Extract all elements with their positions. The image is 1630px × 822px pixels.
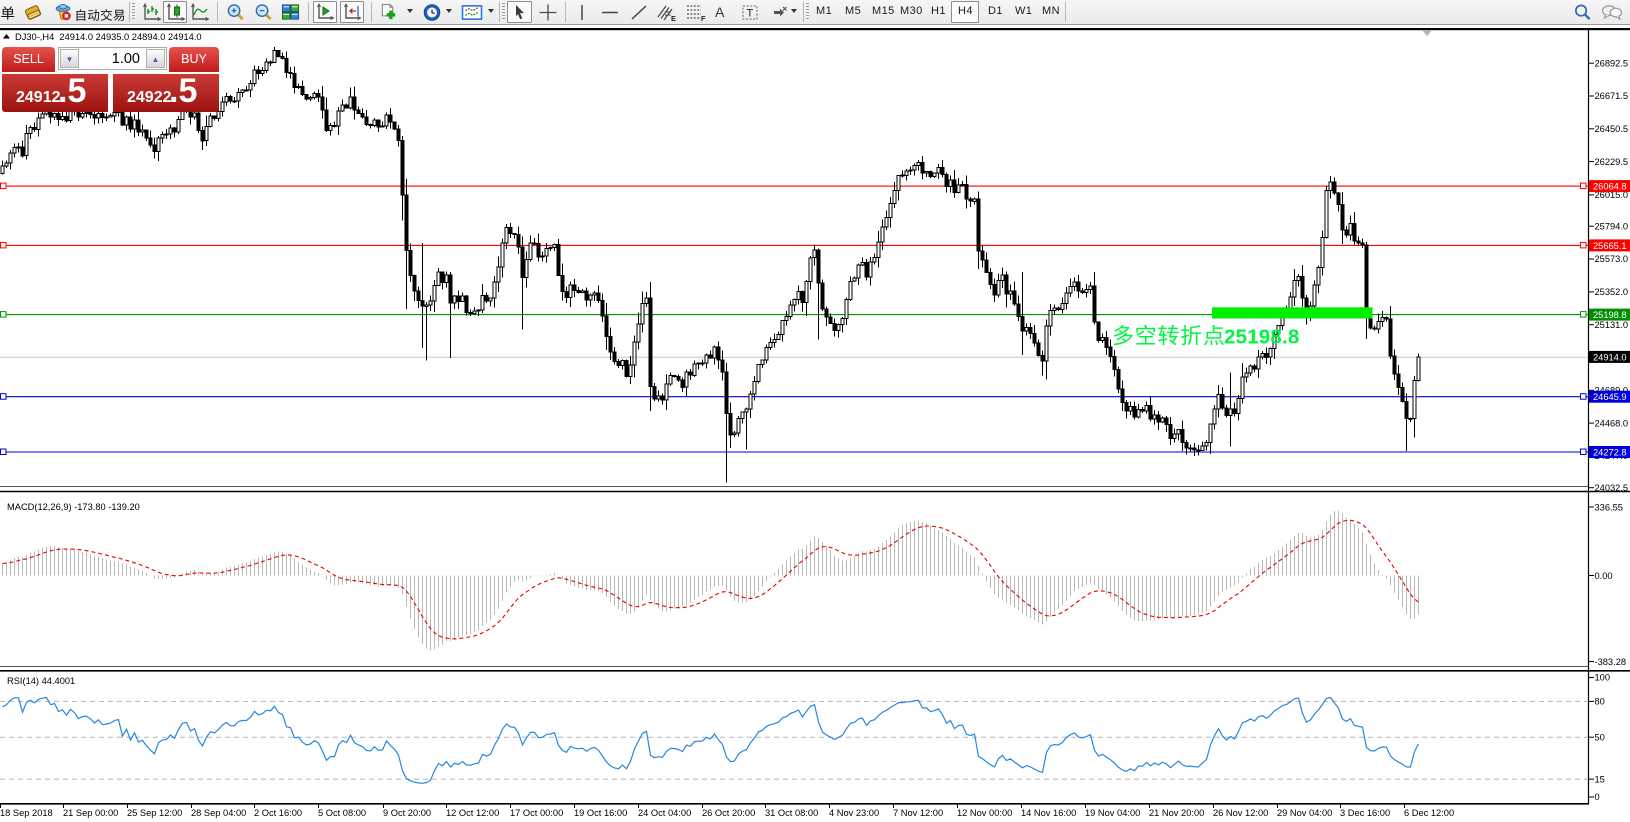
svg-text:F: F <box>701 14 706 22</box>
svg-text:25352.0: 25352.0 <box>1595 287 1629 297</box>
svg-text:4 Nov 23:00: 4 Nov 23:00 <box>829 808 879 818</box>
svg-text:19 Oct 16:00: 19 Oct 16:00 <box>574 808 627 818</box>
svg-text:25 Sep 12:00: 25 Sep 12:00 <box>127 808 182 818</box>
svg-text:DJ30-,H4 24914.0 24935.0 2489: DJ30-,H4 24914.0 24935.0 24894.0 24914.0 <box>15 32 202 42</box>
svg-text:24272.8: 24272.8 <box>1593 447 1627 457</box>
svg-text:17 Oct 00:00: 17 Oct 00:00 <box>510 808 563 818</box>
svg-text:26892.5: 26892.5 <box>1595 58 1629 68</box>
svg-text:MACD(12,26,9) -173.80 -139.20: MACD(12,26,9) -173.80 -139.20 <box>7 502 140 512</box>
svg-text:26450.5: 26450.5 <box>1595 124 1629 134</box>
svg-text:T: T <box>747 8 754 20</box>
svg-text:25573.0: 25573.0 <box>1595 254 1629 264</box>
svg-text:12 Oct 12:00: 12 Oct 12:00 <box>446 808 499 818</box>
svg-text:26229.5: 26229.5 <box>1595 157 1629 167</box>
svg-text:31 Oct 08:00: 31 Oct 08:00 <box>765 808 818 818</box>
svg-text:26671.5: 26671.5 <box>1595 91 1629 101</box>
svg-text:26015.0: 26015.0 <box>1595 190 1629 200</box>
svg-text:26 Oct 20:00: 26 Oct 20:00 <box>702 808 755 818</box>
svg-text:14 Nov 16:00: 14 Nov 16:00 <box>1021 808 1076 818</box>
svg-text:19 Nov 04:00: 19 Nov 04:00 <box>1085 808 1140 818</box>
svg-text:7 Nov 12:00: 7 Nov 12:00 <box>893 808 943 818</box>
svg-text:-383.28: -383.28 <box>1595 657 1627 667</box>
svg-text:26064.8: 26064.8 <box>1593 182 1627 192</box>
svg-text:24468.0: 24468.0 <box>1595 418 1629 428</box>
svg-text:25794.0: 25794.0 <box>1595 221 1629 231</box>
svg-text:6 Dec 12:00: 6 Dec 12:00 <box>1404 808 1454 818</box>
svg-text:29 Nov 04:00: 29 Nov 04:00 <box>1277 808 1332 818</box>
svg-text:15: 15 <box>1595 774 1605 784</box>
svg-text:9 Oct 20:00: 9 Oct 20:00 <box>383 808 431 818</box>
svg-text:5 Oct 08:00: 5 Oct 08:00 <box>318 808 366 818</box>
svg-text:21 Sep 00:00: 21 Sep 00:00 <box>63 808 118 818</box>
svg-text:0.00: 0.00 <box>1595 571 1613 581</box>
svg-text:3 Dec 16:00: 3 Dec 16:00 <box>1340 808 1390 818</box>
svg-text:0: 0 <box>1595 792 1600 802</box>
svg-text:21 Nov 20:00: 21 Nov 20:00 <box>1149 808 1204 818</box>
svg-text:26 Nov 12:00: 26 Nov 12:00 <box>1213 808 1268 818</box>
svg-text:2 Oct 16:00: 2 Oct 16:00 <box>254 808 302 818</box>
svg-text:RSI(14) 44.4001: RSI(14) 44.4001 <box>7 676 75 686</box>
svg-text:336.55: 336.55 <box>1595 503 1623 513</box>
svg-text:18 Sep 2018: 18 Sep 2018 <box>0 808 53 818</box>
svg-text:25198.8: 25198.8 <box>1593 310 1627 320</box>
svg-text:100: 100 <box>1595 673 1611 683</box>
svg-text:25131.0: 25131.0 <box>1595 320 1629 330</box>
svg-text:24 Oct 04:00: 24 Oct 04:00 <box>638 808 691 818</box>
svg-text:24032.5: 24032.5 <box>1595 483 1629 493</box>
svg-text:80: 80 <box>1595 697 1605 707</box>
svg-text:25665.1: 25665.1 <box>1593 241 1627 251</box>
svg-text:25198.8: 25198.8 <box>1224 326 1300 349</box>
svg-text:28 Sep 04:00: 28 Sep 04:00 <box>191 808 246 818</box>
svg-text:24645.9: 24645.9 <box>1593 392 1627 402</box>
svg-text:24914.0: 24914.0 <box>1593 352 1627 362</box>
svg-text:24689.0: 24689.0 <box>1595 386 1629 396</box>
svg-text:50: 50 <box>1595 733 1605 743</box>
svg-text:E: E <box>671 14 676 22</box>
svg-text:12 Nov 00:00: 12 Nov 00:00 <box>957 808 1012 818</box>
